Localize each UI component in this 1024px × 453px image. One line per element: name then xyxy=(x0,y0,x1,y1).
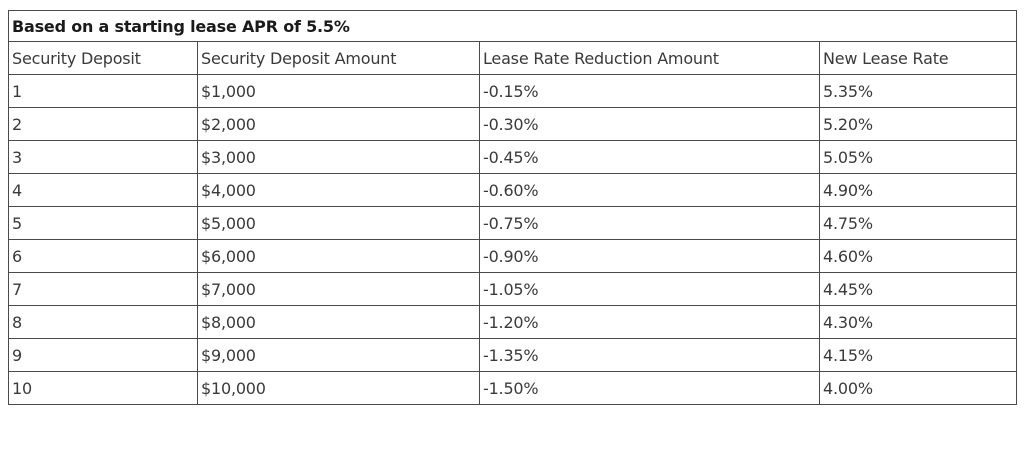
cell-rate-reduction: -0.30% xyxy=(479,107,820,141)
lease-rate-table-container: Based on a starting lease APR of 5.5% Se… xyxy=(7,10,1018,405)
cell-rate-reduction: -1.35% xyxy=(479,338,820,372)
cell-security-deposit: 7 xyxy=(8,272,198,306)
cell-new-lease-rate: 4.30% xyxy=(818,305,1018,339)
cell-deposit-amount: $6,000 xyxy=(197,239,480,273)
cell-new-lease-rate: 4.60% xyxy=(818,239,1018,273)
cell-security-deposit: 8 xyxy=(8,305,198,339)
caption-row: Based on a starting lease APR of 5.5% xyxy=(7,10,1018,42)
header-row: Security Deposit Security Deposit Amount… xyxy=(8,41,1018,75)
header-new-lease-rate: New Lease Rate xyxy=(818,41,1018,75)
cell-new-lease-rate: 5.05% xyxy=(818,140,1018,174)
cell-rate-reduction: -0.75% xyxy=(479,206,820,240)
cell-rate-reduction: -1.20% xyxy=(479,305,820,339)
table-body: 1 $1,000 -0.15% 5.35% 2 $2,000 -0.30% 5.… xyxy=(8,74,1018,405)
cell-new-lease-rate: 5.20% xyxy=(818,107,1018,141)
table-row: 1 $1,000 -0.15% 5.35% xyxy=(8,74,1018,108)
cell-new-lease-rate: 4.45% xyxy=(818,272,1018,306)
cell-rate-reduction: -1.05% xyxy=(479,272,820,306)
cell-rate-reduction: -0.60% xyxy=(479,173,820,207)
table-row: 2 $2,000 -0.30% 5.20% xyxy=(8,107,1018,141)
table-row: 4 $4,000 -0.60% 4.90% xyxy=(8,173,1018,207)
cell-security-deposit: 10 xyxy=(8,371,198,405)
cell-rate-reduction: -0.90% xyxy=(479,239,820,273)
cell-rate-reduction: -0.15% xyxy=(479,74,820,108)
cell-rate-reduction: -0.45% xyxy=(479,140,820,174)
table-row: 5 $5,000 -0.75% 4.75% xyxy=(8,206,1018,240)
header-security-deposit: Security Deposit xyxy=(8,41,198,75)
cell-security-deposit: 9 xyxy=(8,338,198,372)
cell-security-deposit: 3 xyxy=(8,140,198,174)
cell-security-deposit: 4 xyxy=(8,173,198,207)
cell-security-deposit: 1 xyxy=(8,74,198,108)
cell-deposit-amount: $9,000 xyxy=(197,338,480,372)
table-row: 8 $8,000 -1.20% 4.30% xyxy=(8,305,1018,339)
cell-deposit-amount: $7,000 xyxy=(197,272,480,306)
cell-new-lease-rate: 4.75% xyxy=(818,206,1018,240)
table-row: 7 $7,000 -1.05% 4.45% xyxy=(8,272,1018,306)
cell-new-lease-rate: 4.15% xyxy=(818,338,1018,372)
table-row: 3 $3,000 -0.45% 5.05% xyxy=(8,140,1018,174)
cell-deposit-amount: $10,000 xyxy=(197,371,480,405)
cell-new-lease-rate: 4.90% xyxy=(818,173,1018,207)
header-lease-rate-reduction-amount: Lease Rate Reduction Amount xyxy=(479,41,820,75)
header-security-deposit-amount: Security Deposit Amount xyxy=(197,41,480,75)
lease-rate-table: Based on a starting lease APR of 5.5% Se… xyxy=(7,10,1018,405)
cell-security-deposit: 2 xyxy=(8,107,198,141)
table-caption: Based on a starting lease APR of 5.5% xyxy=(7,10,1018,42)
table-row: 9 $9,000 -1.35% 4.15% xyxy=(8,338,1018,372)
cell-security-deposit: 5 xyxy=(8,206,198,240)
cell-new-lease-rate: 5.35% xyxy=(818,74,1018,108)
table-row: 6 $6,000 -0.90% 4.60% xyxy=(8,239,1018,273)
cell-deposit-amount: $1,000 xyxy=(197,74,480,108)
cell-security-deposit: 6 xyxy=(8,239,198,273)
cell-deposit-amount: $3,000 xyxy=(197,140,480,174)
cell-deposit-amount: $4,000 xyxy=(197,173,480,207)
cell-deposit-amount: $2,000 xyxy=(197,107,480,141)
cell-rate-reduction: -1.50% xyxy=(479,371,820,405)
cell-deposit-amount: $8,000 xyxy=(197,305,480,339)
cell-new-lease-rate: 4.00% xyxy=(818,371,1018,405)
cell-deposit-amount: $5,000 xyxy=(197,206,480,240)
table-row: 10 $10,000 -1.50% 4.00% xyxy=(8,371,1018,405)
